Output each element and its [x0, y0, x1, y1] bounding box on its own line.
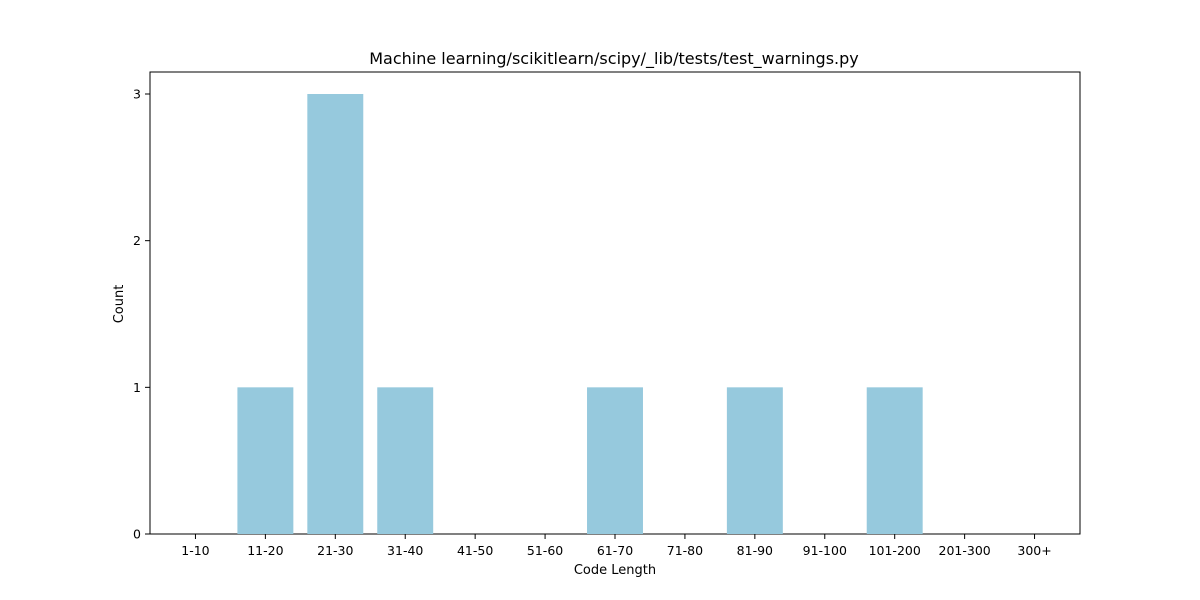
plot-area: 1-10 11-20 21-30 31-40 41-50 51-60 61-70 71-80 8…	[133, 71, 1081, 558]
x-tick-label: 81-90	[737, 543, 773, 558]
x-tick-label: 31-40	[387, 543, 423, 558]
bar-21-30	[307, 94, 364, 534]
x-tick-label: 300+	[1017, 543, 1051, 558]
x-tick-label: 21-30	[317, 543, 353, 558]
x-tick-label: 11-20	[247, 543, 283, 558]
bar-101-200	[866, 387, 923, 534]
y-tick-label: 2	[133, 233, 141, 248]
y-tick-label: 3	[133, 87, 141, 102]
x-tick-label: 41-50	[457, 543, 493, 558]
x-tick-label: 1-10	[181, 543, 209, 558]
bar-81-90	[726, 387, 783, 534]
y-axis-ticks: 0 1 2 3	[133, 87, 150, 542]
bar-31-40	[377, 387, 434, 534]
x-tick-label: 51-60	[527, 543, 563, 558]
bar-61-70	[587, 387, 643, 534]
y-axis-label: Count	[112, 285, 127, 324]
chart-title: Machine learning/scikitlearn/scipy/_lib/…	[369, 49, 859, 69]
y-tick-label: 0	[133, 527, 141, 542]
bars-group	[237, 94, 923, 534]
x-tick-label: 61-70	[597, 543, 633, 558]
x-tick-label: 201-300	[939, 543, 991, 558]
bar-11-20	[237, 387, 294, 534]
x-tick-label: 91-100	[803, 543, 847, 558]
y-tick-label: 1	[133, 380, 141, 395]
x-axis-ticks: 1-10 11-20 21-30 31-40 41-50 51-60 61-70 71-80 8…	[181, 534, 1052, 558]
x-tick-label: 71-80	[667, 543, 703, 558]
x-axis-label: Code Length	[574, 563, 656, 578]
x-tick-label: 101-200	[869, 543, 921, 558]
